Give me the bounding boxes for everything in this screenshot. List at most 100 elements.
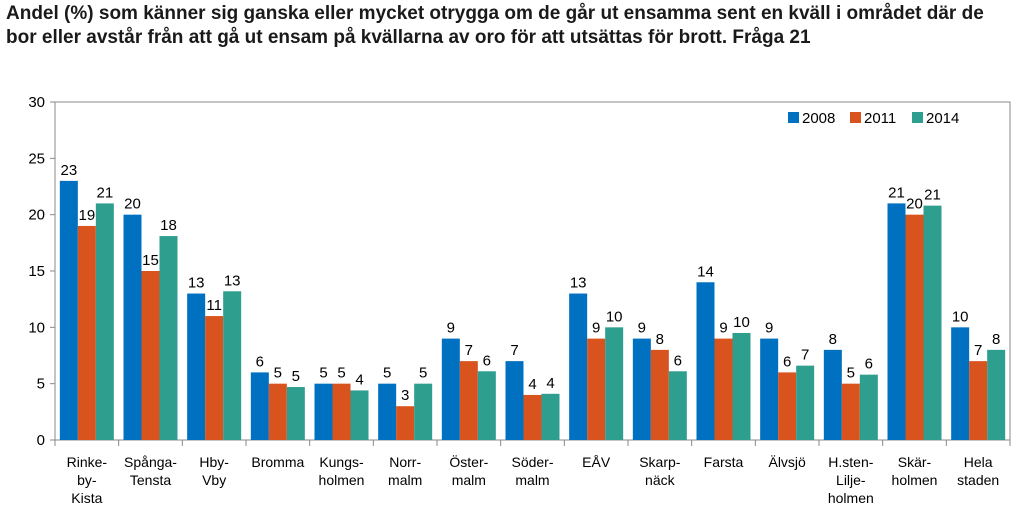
data-label-2014: 10 xyxy=(606,308,623,325)
data-label-2011: 5 xyxy=(847,365,855,382)
data-label-2011: 4 xyxy=(528,376,536,393)
bar-2008 xyxy=(696,282,715,440)
bar-2008 xyxy=(187,293,206,440)
y-tick-label: 30 xyxy=(28,94,45,111)
data-label-2014: 4 xyxy=(546,375,554,392)
data-label-2008: 9 xyxy=(765,320,773,337)
data-label-2011: 5 xyxy=(274,365,282,382)
legend-label-2011: 2011 xyxy=(864,110,896,127)
bar-2008 xyxy=(378,383,397,440)
bar-2008 xyxy=(887,203,906,440)
legend-swatch-2014 xyxy=(912,112,923,123)
data-label-2008: 8 xyxy=(829,331,837,348)
bar-2008 xyxy=(441,338,460,440)
category-label: Rinke-by-Kista xyxy=(67,454,108,506)
data-label-2011: 9 xyxy=(592,320,600,337)
bar-2008 xyxy=(569,293,588,440)
data-label-2008: 20 xyxy=(124,196,141,213)
bar-2011 xyxy=(523,394,542,440)
category-label: Öster-malm xyxy=(449,453,488,488)
bar-2014 xyxy=(223,291,242,440)
y-tick-label: 20 xyxy=(28,207,45,224)
category-label: Hby-Vby xyxy=(199,454,229,488)
category-label: Bromma xyxy=(251,454,304,470)
data-label-2008: 6 xyxy=(256,353,264,370)
data-label-2014: 5 xyxy=(419,365,427,382)
bar-2011 xyxy=(77,225,96,440)
bar-2014 xyxy=(541,393,560,440)
category-label: Hela staden xyxy=(957,454,999,488)
bar-2014 xyxy=(477,371,496,440)
bar-2011 xyxy=(396,406,415,440)
bar-2011 xyxy=(650,349,669,440)
data-label-2008: 21 xyxy=(888,184,905,201)
data-label-2011: 15 xyxy=(142,252,159,269)
data-label-2014: 10 xyxy=(733,314,750,331)
data-label-2008: 23 xyxy=(60,162,77,179)
data-label-2014: 13 xyxy=(224,272,241,289)
bar-2014 xyxy=(732,332,751,440)
bar-2014 xyxy=(159,236,178,440)
category-label: Spånga-Tensta xyxy=(124,454,177,488)
data-label-2011: 19 xyxy=(78,207,95,224)
data-label-2008: 13 xyxy=(570,275,587,292)
data-label-2011: 7 xyxy=(465,342,473,359)
bar-2014 xyxy=(95,203,114,440)
category-label: Kungs-holmen xyxy=(319,454,365,488)
category-label: Skarp-näck xyxy=(639,454,681,488)
bar-2008 xyxy=(760,338,779,440)
category-label: Älvsjö xyxy=(768,454,806,470)
y-tick-label: 10 xyxy=(28,319,45,336)
bar-2011 xyxy=(332,383,351,440)
data-label-2011: 9 xyxy=(719,320,727,337)
data-label-2011: 3 xyxy=(401,387,409,404)
category-label: Söder-malm xyxy=(511,454,553,488)
bar-2011 xyxy=(778,372,797,440)
chart-bars xyxy=(59,180,1006,440)
y-tick-label: 0 xyxy=(37,432,45,449)
bar-2014 xyxy=(923,205,942,440)
bar-2008 xyxy=(59,180,78,440)
data-label-2014: 4 xyxy=(355,371,363,388)
bar-2011 xyxy=(841,383,860,440)
bar-2014 xyxy=(605,327,624,440)
legend-label-2008: 2008 xyxy=(802,110,835,127)
bar-2014 xyxy=(286,387,305,440)
bar-2011 xyxy=(587,338,606,440)
data-label-2014: 6 xyxy=(865,356,873,373)
data-label-2014: 6 xyxy=(483,352,491,369)
bar-2008 xyxy=(314,383,333,440)
y-tick-label: 25 xyxy=(28,150,45,167)
category-label: H.sten-Lilje-holmen xyxy=(828,454,874,506)
legend-label-2014: 2014 xyxy=(926,110,959,127)
bar-2014 xyxy=(414,383,433,440)
data-label-2011: 6 xyxy=(783,353,791,370)
data-label-2014: 6 xyxy=(674,352,682,369)
bar-2014 xyxy=(350,390,369,440)
y-tick-label: 5 xyxy=(37,376,45,393)
data-label-2014: 5 xyxy=(292,368,300,385)
data-label-2011: 7 xyxy=(974,342,982,359)
bar-2014 xyxy=(859,374,878,440)
data-label-2008: 9 xyxy=(447,320,455,337)
data-label-2008: 9 xyxy=(638,320,646,337)
bar-2014 xyxy=(796,365,815,440)
bar-2011 xyxy=(205,316,224,440)
chart-legend: 2008 2011 2014 xyxy=(788,110,959,127)
chart-title: Andel (%) som känner sig ganska eller my… xyxy=(6,3,990,48)
data-label-2011: 5 xyxy=(337,365,345,382)
data-label-2008: 14 xyxy=(697,263,714,280)
bar-2008 xyxy=(632,338,651,440)
bar-2011 xyxy=(268,383,287,440)
category-label: Norr-malm xyxy=(388,454,422,488)
data-label-2014: 21 xyxy=(96,184,113,201)
category-label: EÅV xyxy=(582,454,611,470)
data-label-2008: 5 xyxy=(319,365,327,382)
bar-2011 xyxy=(905,214,924,440)
data-label-2011: 20 xyxy=(906,196,923,213)
bar-2011 xyxy=(141,271,160,440)
data-label-2008: 7 xyxy=(510,342,518,359)
bar-2011 xyxy=(714,338,733,440)
